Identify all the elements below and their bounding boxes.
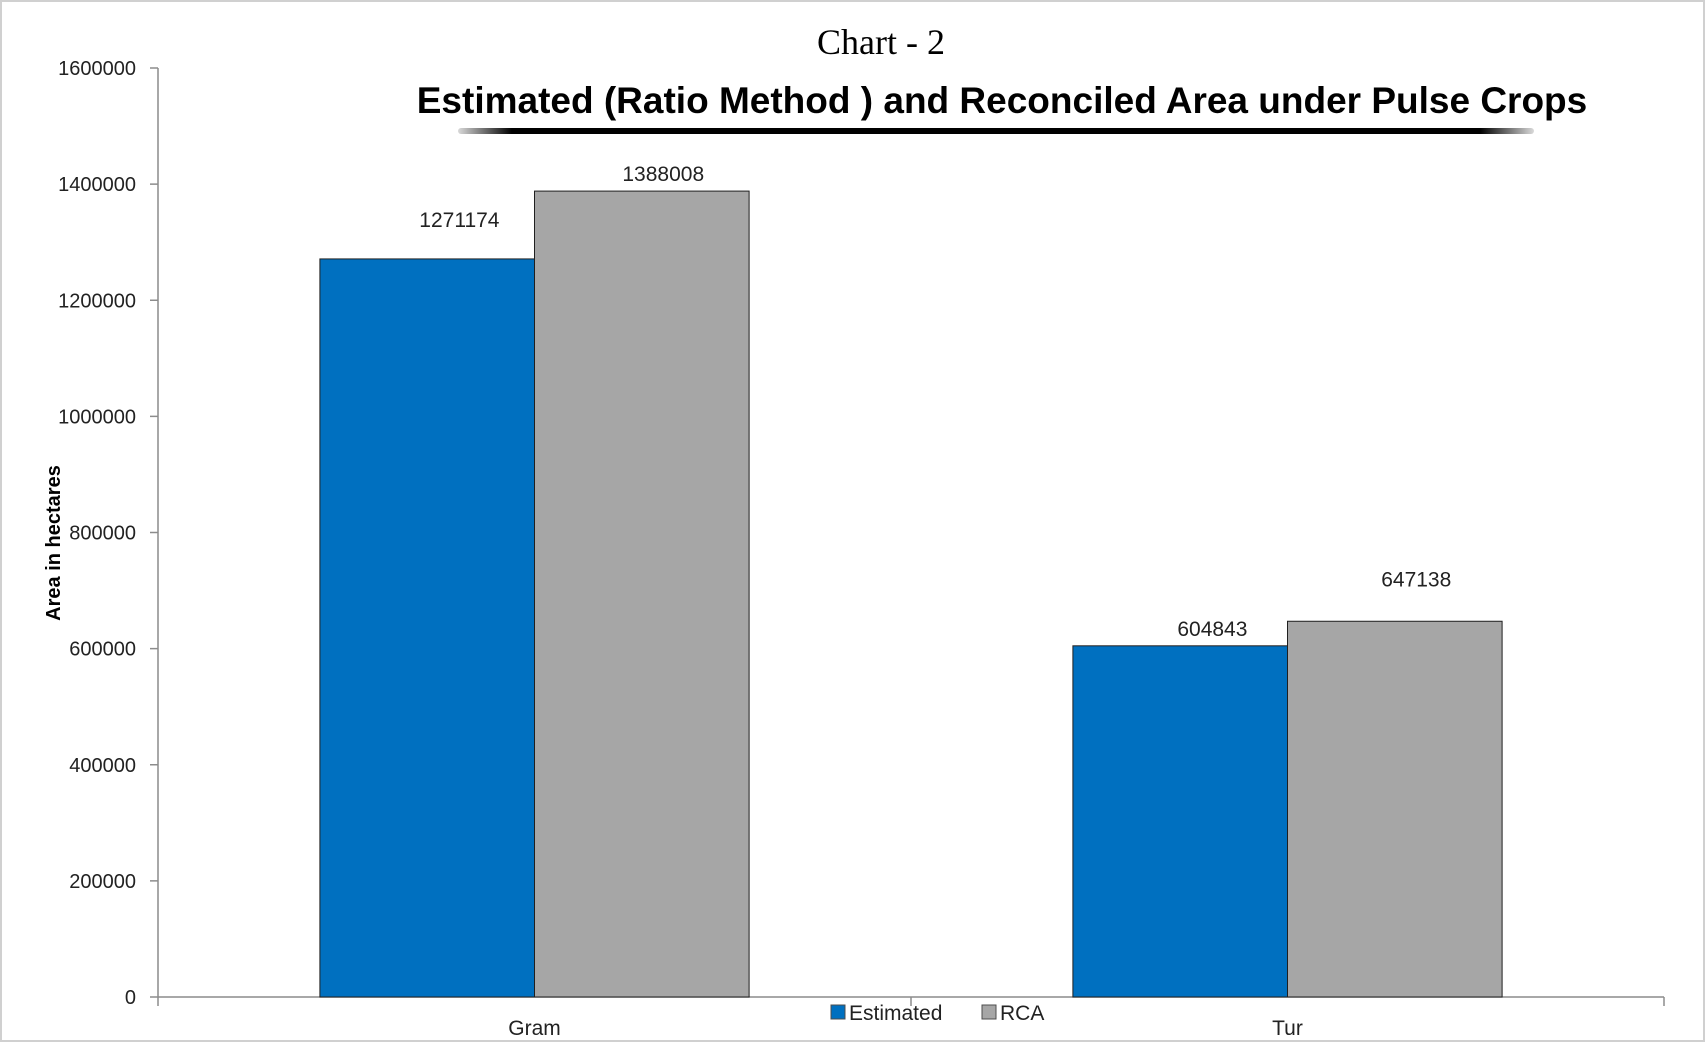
y-tick-label: 1600000 (58, 58, 136, 80)
y-axis-label: Area in hectares (43, 465, 65, 621)
legend: Estimated RCA (830, 1002, 1044, 1025)
y-tick-label: 1200000 (58, 290, 136, 312)
legend-swatch (830, 1004, 846, 1020)
x-tick-label: Tur (1272, 1017, 1303, 1040)
category-labels: Gram Tur (508, 1017, 1303, 1040)
data-labels: 1271174 1388008 604843 647138 (419, 163, 1451, 641)
y-tick-label: 600000 (69, 639, 136, 661)
y-tick-label: 200000 (69, 871, 136, 893)
y-tick-label: 0 (125, 987, 136, 1009)
data-label: 1388008 (622, 163, 704, 186)
bar-rca-gram (534, 190, 750, 998)
legend-swatch (981, 1004, 997, 1020)
title-underline (458, 128, 1534, 134)
bar-estimated-tur (1072, 645, 1289, 998)
x-tick-label: Gram (508, 1017, 561, 1040)
chart-title: Estimated (Ratio Method ) and Reconciled… (417, 80, 1588, 121)
bar-rca-tur (1287, 620, 1503, 998)
data-label: 647138 (1381, 568, 1451, 591)
chart-heading: Chart - 2 (817, 22, 945, 62)
legend-label: RCA (1000, 1002, 1044, 1025)
y-axis: 0 200000 400000 600000 800000 1000000 1200000 1… (58, 58, 159, 1009)
bars (319, 190, 1503, 998)
y-tick-label: 800000 (69, 523, 136, 545)
y-tick-label: 1400000 (58, 174, 136, 196)
y-tick-label: 400000 (69, 755, 136, 777)
legend-label: Estimated (849, 1002, 942, 1025)
bar-estimated-gram (319, 258, 535, 998)
data-label: 604843 (1177, 618, 1247, 641)
y-tick-label: 1000000 (58, 406, 136, 428)
data-label: 1271174 (419, 209, 500, 232)
